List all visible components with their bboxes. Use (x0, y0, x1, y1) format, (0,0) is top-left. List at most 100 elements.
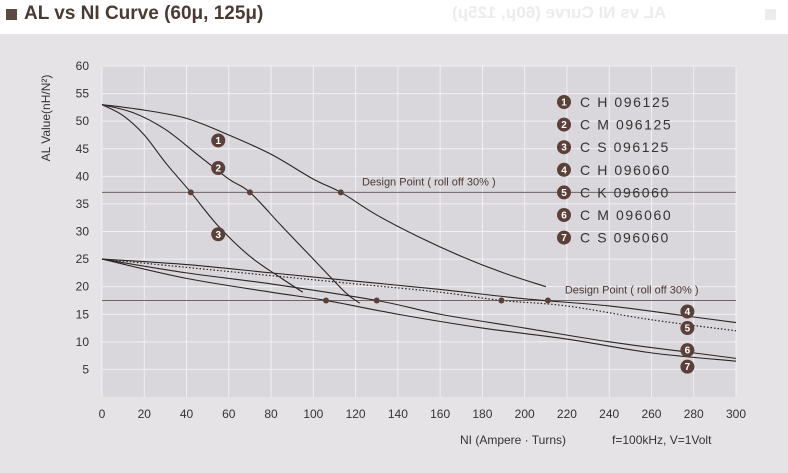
curve-badge-circle (211, 227, 226, 242)
series-line-6 (101, 258, 737, 359)
curve-badge-number: 1 (215, 136, 221, 147)
curve-badge-circle (211, 161, 226, 176)
legend-item-3: 3 C S 096125 (557, 139, 670, 155)
y-tick-label: 30 (76, 225, 90, 239)
legend-badge-number: 4 (561, 165, 567, 176)
header-band: AL vs NI Curve (60μ, 125μ) AL vs NI Curv… (0, 0, 788, 34)
x-tick-label: 220 (557, 407, 577, 421)
legend-badge-number: 6 (561, 211, 567, 222)
legend-badge-circle (557, 208, 571, 222)
design-point-marker (323, 297, 330, 304)
x-tick-label: 120 (346, 407, 366, 421)
series-line-4 (101, 258, 737, 324)
curve-badge-6: 6 (680, 343, 695, 358)
y-tick-label: 15 (76, 307, 90, 321)
y-tick-label: 5 (82, 362, 89, 376)
x-tick-label: 40 (180, 407, 194, 421)
x-tick-label: 300 (726, 407, 746, 421)
design-point-marker (337, 189, 344, 196)
x-tick-label: 180 (472, 407, 492, 421)
curve-badge-number: 4 (685, 307, 691, 318)
series-line-7 (101, 258, 737, 362)
legend-label: C S 096125 (580, 139, 670, 155)
design-point-marker (246, 189, 253, 196)
legend-badge-number: 2 (561, 120, 567, 131)
legend-badge-circle (557, 230, 571, 245)
y-tick-label: 10 (76, 335, 90, 349)
x-tick-label: 240 (599, 407, 619, 421)
curve-badge-number: 6 (685, 346, 691, 357)
x-tick-label: 160 (430, 407, 450, 421)
design-point-label: Design Point ( roll off 30% ) (362, 176, 496, 188)
curve-badge-1: 1 (211, 133, 226, 148)
curve-badge-7: 7 (680, 359, 695, 374)
legend-badge-number: 1 (561, 98, 567, 109)
curve-badge-circle (680, 304, 695, 319)
x-tick-label: 280 (684, 407, 704, 421)
x-tick-label: 200 (515, 407, 535, 421)
curve-badge-3: 3 (211, 227, 226, 242)
x-tick-label: 60 (222, 407, 236, 421)
curve-badge-2: 2 (211, 161, 226, 176)
y-tick-label: 20 (76, 280, 90, 294)
design-point-marker (187, 189, 194, 196)
y-tick-label: 35 (76, 197, 90, 211)
ghost-square-icon (765, 9, 776, 20)
series-line-5 (101, 258, 737, 332)
legend-badge-circle (557, 140, 571, 155)
design-point-label: Design Point ( roll off 30% ) (565, 284, 699, 296)
x-tick-label: 0 (99, 407, 106, 421)
legend-item-1: 1 C H 096125 (557, 94, 671, 110)
y-tick-label: 45 (76, 142, 90, 156)
y-tick-label: 55 (76, 87, 90, 101)
legend-badge-number: 3 (561, 143, 567, 154)
legend-item-5: 5 C K 096060 (557, 184, 670, 200)
legend-badge-circle (557, 117, 571, 132)
design-point-marker (373, 297, 380, 304)
title-square-icon (6, 9, 17, 20)
curve-badge-5: 5 (680, 321, 695, 336)
legend-badge-circle (557, 185, 571, 200)
x-tick-label: 80 (264, 407, 278, 421)
curve-badge-4: 4 (680, 304, 695, 319)
y-tick-label: 60 (76, 59, 90, 73)
legend-label: C S 096060 (580, 230, 670, 246)
legend-badge-circle (557, 95, 571, 109)
condition-label: f=100kHz, V=1Volt (612, 433, 712, 447)
legend-badge-circle (557, 162, 571, 177)
legend-item-6: 6 C M 096060 (557, 207, 672, 223)
series-line-1 (101, 104, 546, 288)
x-tick-label: 260 (641, 407, 661, 421)
curve-badge-number: 7 (685, 362, 691, 373)
curve-badge-circle (680, 343, 695, 358)
legend-item-4: 4 C H 096060 (557, 162, 671, 178)
x-tick-label: 20 (138, 407, 152, 421)
curve-badge-circle (680, 359, 695, 374)
legend-label: C M 096060 (580, 207, 672, 223)
legend-badge-number: 5 (561, 188, 567, 199)
series-line-2 (101, 104, 361, 304)
x-tick-label: 100 (303, 407, 323, 421)
design-point-marker (544, 297, 551, 304)
curve-badge-circle (680, 321, 695, 336)
legend-label: C H 096060 (580, 162, 671, 178)
curve-badge-number: 3 (215, 230, 221, 241)
y-tick-label: 25 (76, 252, 90, 266)
curve-badge-number: 5 (685, 324, 691, 335)
y-axis-label: AL Value(nH/N²) (39, 75, 53, 162)
x-axis-label: NI (Ampere · Turns) (460, 433, 566, 447)
legend-badge-number: 7 (561, 233, 567, 244)
x-tick-label: 140 (388, 407, 408, 421)
curve-badge-circle (211, 133, 226, 148)
legend-label: C M 096125 (580, 117, 672, 133)
y-tick-label: 40 (76, 169, 90, 183)
legend-item-7: 7 C S 096060 (557, 230, 670, 246)
legend-item-2: 2 C M 096125 (557, 117, 672, 133)
page-title: AL vs NI Curve (60μ, 125μ) (24, 3, 264, 24)
legend-label: C H 096125 (580, 94, 671, 110)
design-point-marker (498, 297, 505, 304)
y-tick-label: 50 (76, 114, 90, 128)
legend-label: C K 096060 (580, 184, 670, 200)
curve-badge-number: 2 (215, 164, 221, 175)
